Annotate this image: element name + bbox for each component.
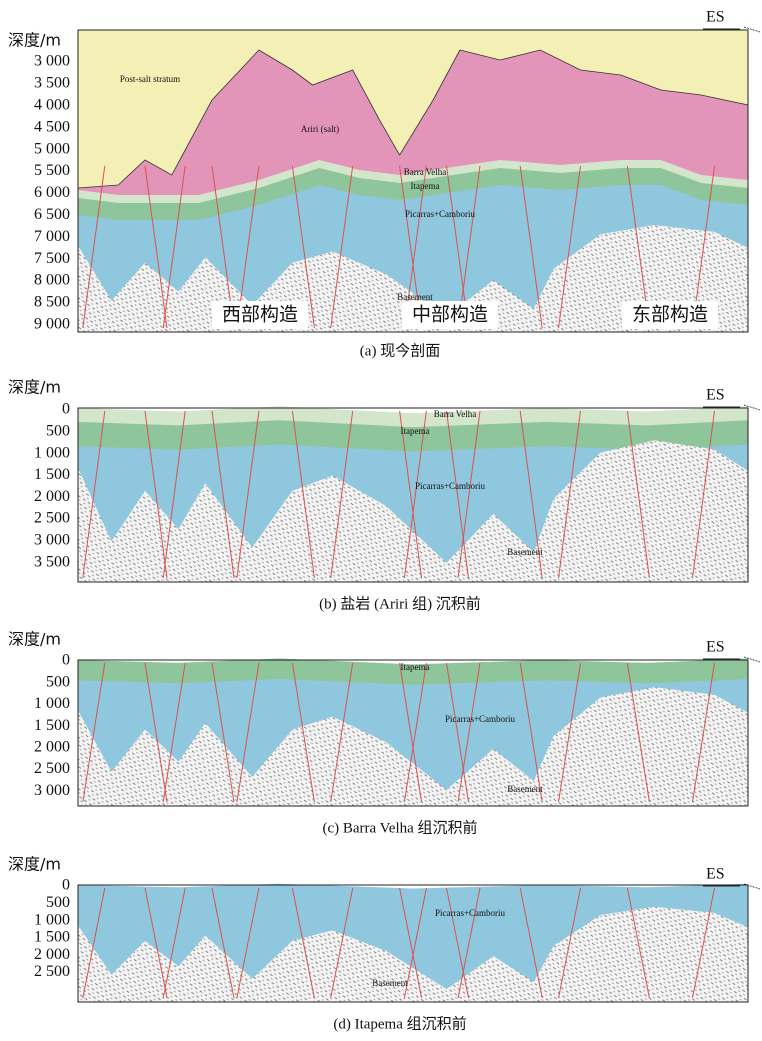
layer-label: Picarras+Camboriu [445, 714, 516, 724]
depth-label: 深度/m [8, 378, 61, 397]
es-label: ES [706, 639, 725, 656]
depth-tick-label: 4 500 [34, 118, 70, 135]
depth-tick-label: 7 500 [34, 250, 70, 267]
panel-caption: (d) Itapema 组沉积前 [333, 1015, 466, 1032]
layer-label: Basement [397, 292, 433, 302]
depth-tick-label: 1 500 [34, 929, 70, 946]
es-label: ES [706, 866, 725, 883]
layer-label: Ariri (salt) [301, 124, 339, 134]
depth-tick-label: 2 500 [34, 510, 70, 527]
depth-tick-label: 3 500 [34, 553, 70, 570]
depth-label: 深度/m [8, 855, 61, 874]
depth-tick-label: 7 000 [34, 228, 70, 245]
es-label: ES [706, 9, 725, 26]
depth-label: 深度/m [8, 630, 61, 649]
depth-tick-label: 3 500 [34, 75, 70, 92]
panel-caption: (a) 现今剖面 [360, 342, 440, 359]
depth-tick-label: 5 500 [34, 162, 70, 179]
depth-tick-label: 2 000 [34, 738, 70, 755]
depth-tick-label: 1 000 [34, 695, 70, 712]
panel-caption: (b) 盐岩 (Ariri 组) 沉积前 [319, 595, 481, 612]
layer-label: Itapema [411, 181, 440, 191]
depth-tick-label: 8 500 [34, 294, 70, 311]
depth-tick-label: 1 000 [34, 444, 70, 461]
depth-tick-label: 3 000 [34, 531, 70, 548]
layer-label: Picarras+Camboriu [435, 908, 506, 918]
section-panel [78, 884, 748, 1002]
layer-label: Picarras+Camboriu [405, 209, 476, 219]
layer-label: Basement [372, 978, 408, 988]
layer-label: Basement [507, 784, 543, 794]
layer-label: Barra Velha [434, 409, 477, 419]
layer-label: Itapema [401, 426, 430, 436]
layer-label: Barra Velha [404, 167, 447, 177]
depth-label: 深度/m [8, 31, 61, 50]
region-label: 中部构造 [412, 304, 488, 326]
section-panel [78, 659, 748, 807]
depth-tick-label: 0 [62, 877, 70, 894]
figure: 深度/m 3 000 3 500 4 000 4 500 5 000 5 500 6 000 6… [0, 0, 762, 1041]
depth-tick-label: 1 500 [34, 717, 70, 734]
layer-label: Picarras+Camboriu [415, 481, 486, 491]
region-label: 东部构造 [632, 304, 708, 326]
depth-tick-label: 4 000 [34, 96, 70, 113]
depth-tick-label: 1 500 [34, 466, 70, 483]
depth-tick-label: 8 000 [34, 272, 70, 289]
depth-tick-label: 6 000 [34, 184, 70, 201]
depth-tick-label: 500 [46, 422, 70, 439]
layer-label: Post-salt stratum [120, 74, 180, 84]
depth-tick-label: 2 500 [34, 963, 70, 980]
es-label: ES [706, 387, 725, 404]
depth-tick-label: 0 [62, 652, 70, 669]
region-label: 西部构造 [222, 304, 298, 326]
depth-tick-label: 500 [46, 673, 70, 690]
depth-tick-label: 1 000 [34, 911, 70, 928]
panel-caption: (c) Barra Velha 组沉积前 [322, 819, 477, 836]
depth-tick-label: 2 000 [34, 488, 70, 505]
depth-tick-label: 6 500 [34, 206, 70, 223]
depth-tick-label: 3 000 [34, 782, 70, 799]
depth-tick-label: 5 000 [34, 140, 70, 157]
layer-label: Itapema [401, 662, 430, 672]
depth-tick-label: 9 000 [34, 315, 70, 332]
depth-tick-label: 2 500 [34, 760, 70, 777]
depth-tick-label: 2 000 [34, 946, 70, 963]
depth-tick-label: 3 000 [34, 53, 70, 70]
depth-tick-label: 0 [62, 401, 70, 418]
layer-label: Basement [507, 547, 543, 557]
depth-tick-label: 500 [46, 894, 70, 911]
